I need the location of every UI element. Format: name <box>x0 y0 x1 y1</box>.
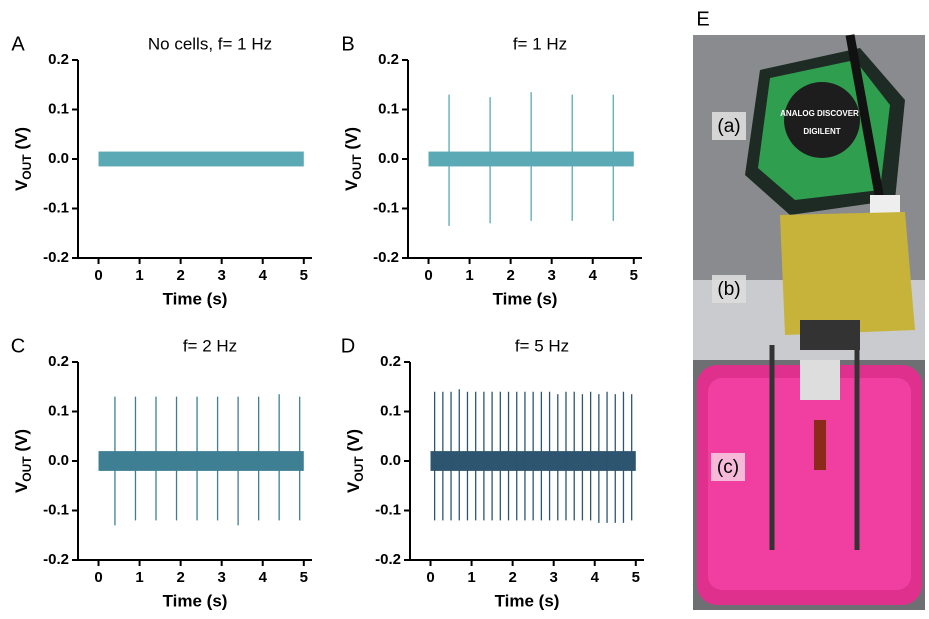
photo-chip <box>800 360 840 400</box>
photo-label: (b) <box>717 279 740 300</box>
x-tick-label: 1 <box>135 569 143 586</box>
y-tick-label: 0.0 <box>380 452 401 469</box>
x-tick-label: 4 <box>259 267 268 284</box>
y-axis-label: VOUT (V) <box>12 127 34 191</box>
x-tick-label: 0 <box>426 569 434 586</box>
photo-label-box <box>712 112 746 140</box>
y-axis-label-unit: (V) <box>12 127 31 154</box>
x-tick-label: 0 <box>424 267 432 284</box>
y-tick-label: -0.1 <box>375 501 401 518</box>
x-axis-label: Time (s) <box>163 289 228 308</box>
chart-title: f= 1 Hz <box>513 34 567 53</box>
y-axis-label: VOUT (V) <box>344 429 366 493</box>
panel-label: E <box>696 8 709 30</box>
y-tick-label: 0.2 <box>48 51 69 68</box>
y-tick-label: 0.2 <box>48 353 69 370</box>
x-tick-label: 4 <box>259 569 268 586</box>
x-tick-label: 5 <box>300 267 308 284</box>
y-tick-label: 0.1 <box>48 100 69 117</box>
y-tick-label: 0.1 <box>378 100 399 117</box>
y-tick-label: 0.0 <box>48 452 69 469</box>
photo-label-box <box>712 275 746 303</box>
x-tick-label: 0 <box>94 569 102 586</box>
y-axis-label-main: V <box>12 179 31 191</box>
photo-sample <box>814 420 826 470</box>
x-tick-label: 3 <box>218 569 226 586</box>
photo-label-box <box>711 453 745 481</box>
y-tick-label: -0.2 <box>373 249 399 266</box>
x-tick-label: 2 <box>176 267 184 284</box>
x-tick-label: 0 <box>94 267 102 284</box>
y-tick-label: -0.1 <box>43 501 69 518</box>
x-tick-label: 1 <box>465 267 473 284</box>
y-tick-label: 0.0 <box>48 150 69 167</box>
chart-title: No cells, f= 1 Hz <box>148 34 272 53</box>
y-axis-label-unit: (V) <box>12 429 31 456</box>
panel-label: A <box>11 33 25 55</box>
x-axis-label: Time (s) <box>495 591 560 610</box>
y-tick-label: -0.1 <box>43 199 69 216</box>
y-tick-label: -0.2 <box>375 551 401 568</box>
y-axis-label-main: V <box>344 481 363 493</box>
x-tick-label: 5 <box>632 569 640 586</box>
y-axis-label-main: V <box>342 179 361 191</box>
x-tick-label: 5 <box>300 569 308 586</box>
x-tick-label: 3 <box>218 267 226 284</box>
x-tick-label: 2 <box>508 569 516 586</box>
y-tick-label: -0.2 <box>43 249 69 266</box>
y-axis-label-sub: OUT <box>350 154 364 180</box>
x-tick-label: 1 <box>135 267 143 284</box>
x-tick-label: 3 <box>550 569 558 586</box>
y-tick-label: -0.2 <box>43 551 69 568</box>
panel-label: D <box>341 335 355 357</box>
signal-band <box>98 451 304 471</box>
x-tick-label: 5 <box>630 267 638 284</box>
signal-band <box>98 151 304 167</box>
x-axis-label: Time (s) <box>493 289 558 308</box>
x-tick-label: 4 <box>591 569 600 586</box>
panel-label: C <box>11 335 25 357</box>
y-tick-label: 0.2 <box>378 51 399 68</box>
photo-brand: ANALOG DISCOVERY <box>780 109 864 118</box>
panel-label: B <box>341 33 354 55</box>
x-tick-label: 4 <box>589 267 598 284</box>
y-tick-label: 0.1 <box>48 402 69 419</box>
y-tick-label: 0.1 <box>380 402 401 419</box>
photo-dish-inner <box>708 378 911 590</box>
photo-device-center <box>784 82 860 158</box>
y-tick-label: 0.2 <box>380 353 401 370</box>
photo-label: (a) <box>717 116 740 137</box>
y-axis-label-unit: (V) <box>342 127 361 154</box>
y-tick-label: 0.0 <box>378 150 399 167</box>
chart-title: f= 2 Hz <box>183 336 237 355</box>
y-axis-label-sub: OUT <box>352 456 366 482</box>
photo-cable <box>845 34 885 201</box>
photo-label: (c) <box>717 457 739 478</box>
photo-header <box>800 320 860 350</box>
x-tick-label: 2 <box>506 267 514 284</box>
x-tick-label: 2 <box>176 569 184 586</box>
y-tick-label: -0.1 <box>373 199 399 216</box>
chart-title: f= 5 Hz <box>515 336 569 355</box>
photo: ANALOG DISCOVERY DIGILENT (a) (b) (c) E <box>693 8 925 610</box>
y-axis-label: VOUT (V) <box>342 127 364 191</box>
photo-pcb <box>780 212 915 335</box>
y-axis-label: VOUT (V) <box>12 429 34 493</box>
x-tick-label: 3 <box>548 267 556 284</box>
photo-maker: DIGILENT <box>803 127 840 136</box>
chart: A No cells, f= 1 Hz -0.2 -0.1 0.0 0.1 0.2 0 1 2 3 4… <box>11 33 312 308</box>
y-axis-label-unit: (V) <box>344 429 363 456</box>
x-axis-label: Time (s) <box>163 591 228 610</box>
y-axis-label-main: V <box>12 481 31 493</box>
y-axis-label-sub: OUT <box>20 154 34 180</box>
y-axis-label-sub: OUT <box>20 456 34 482</box>
x-tick-label: 1 <box>467 569 475 586</box>
